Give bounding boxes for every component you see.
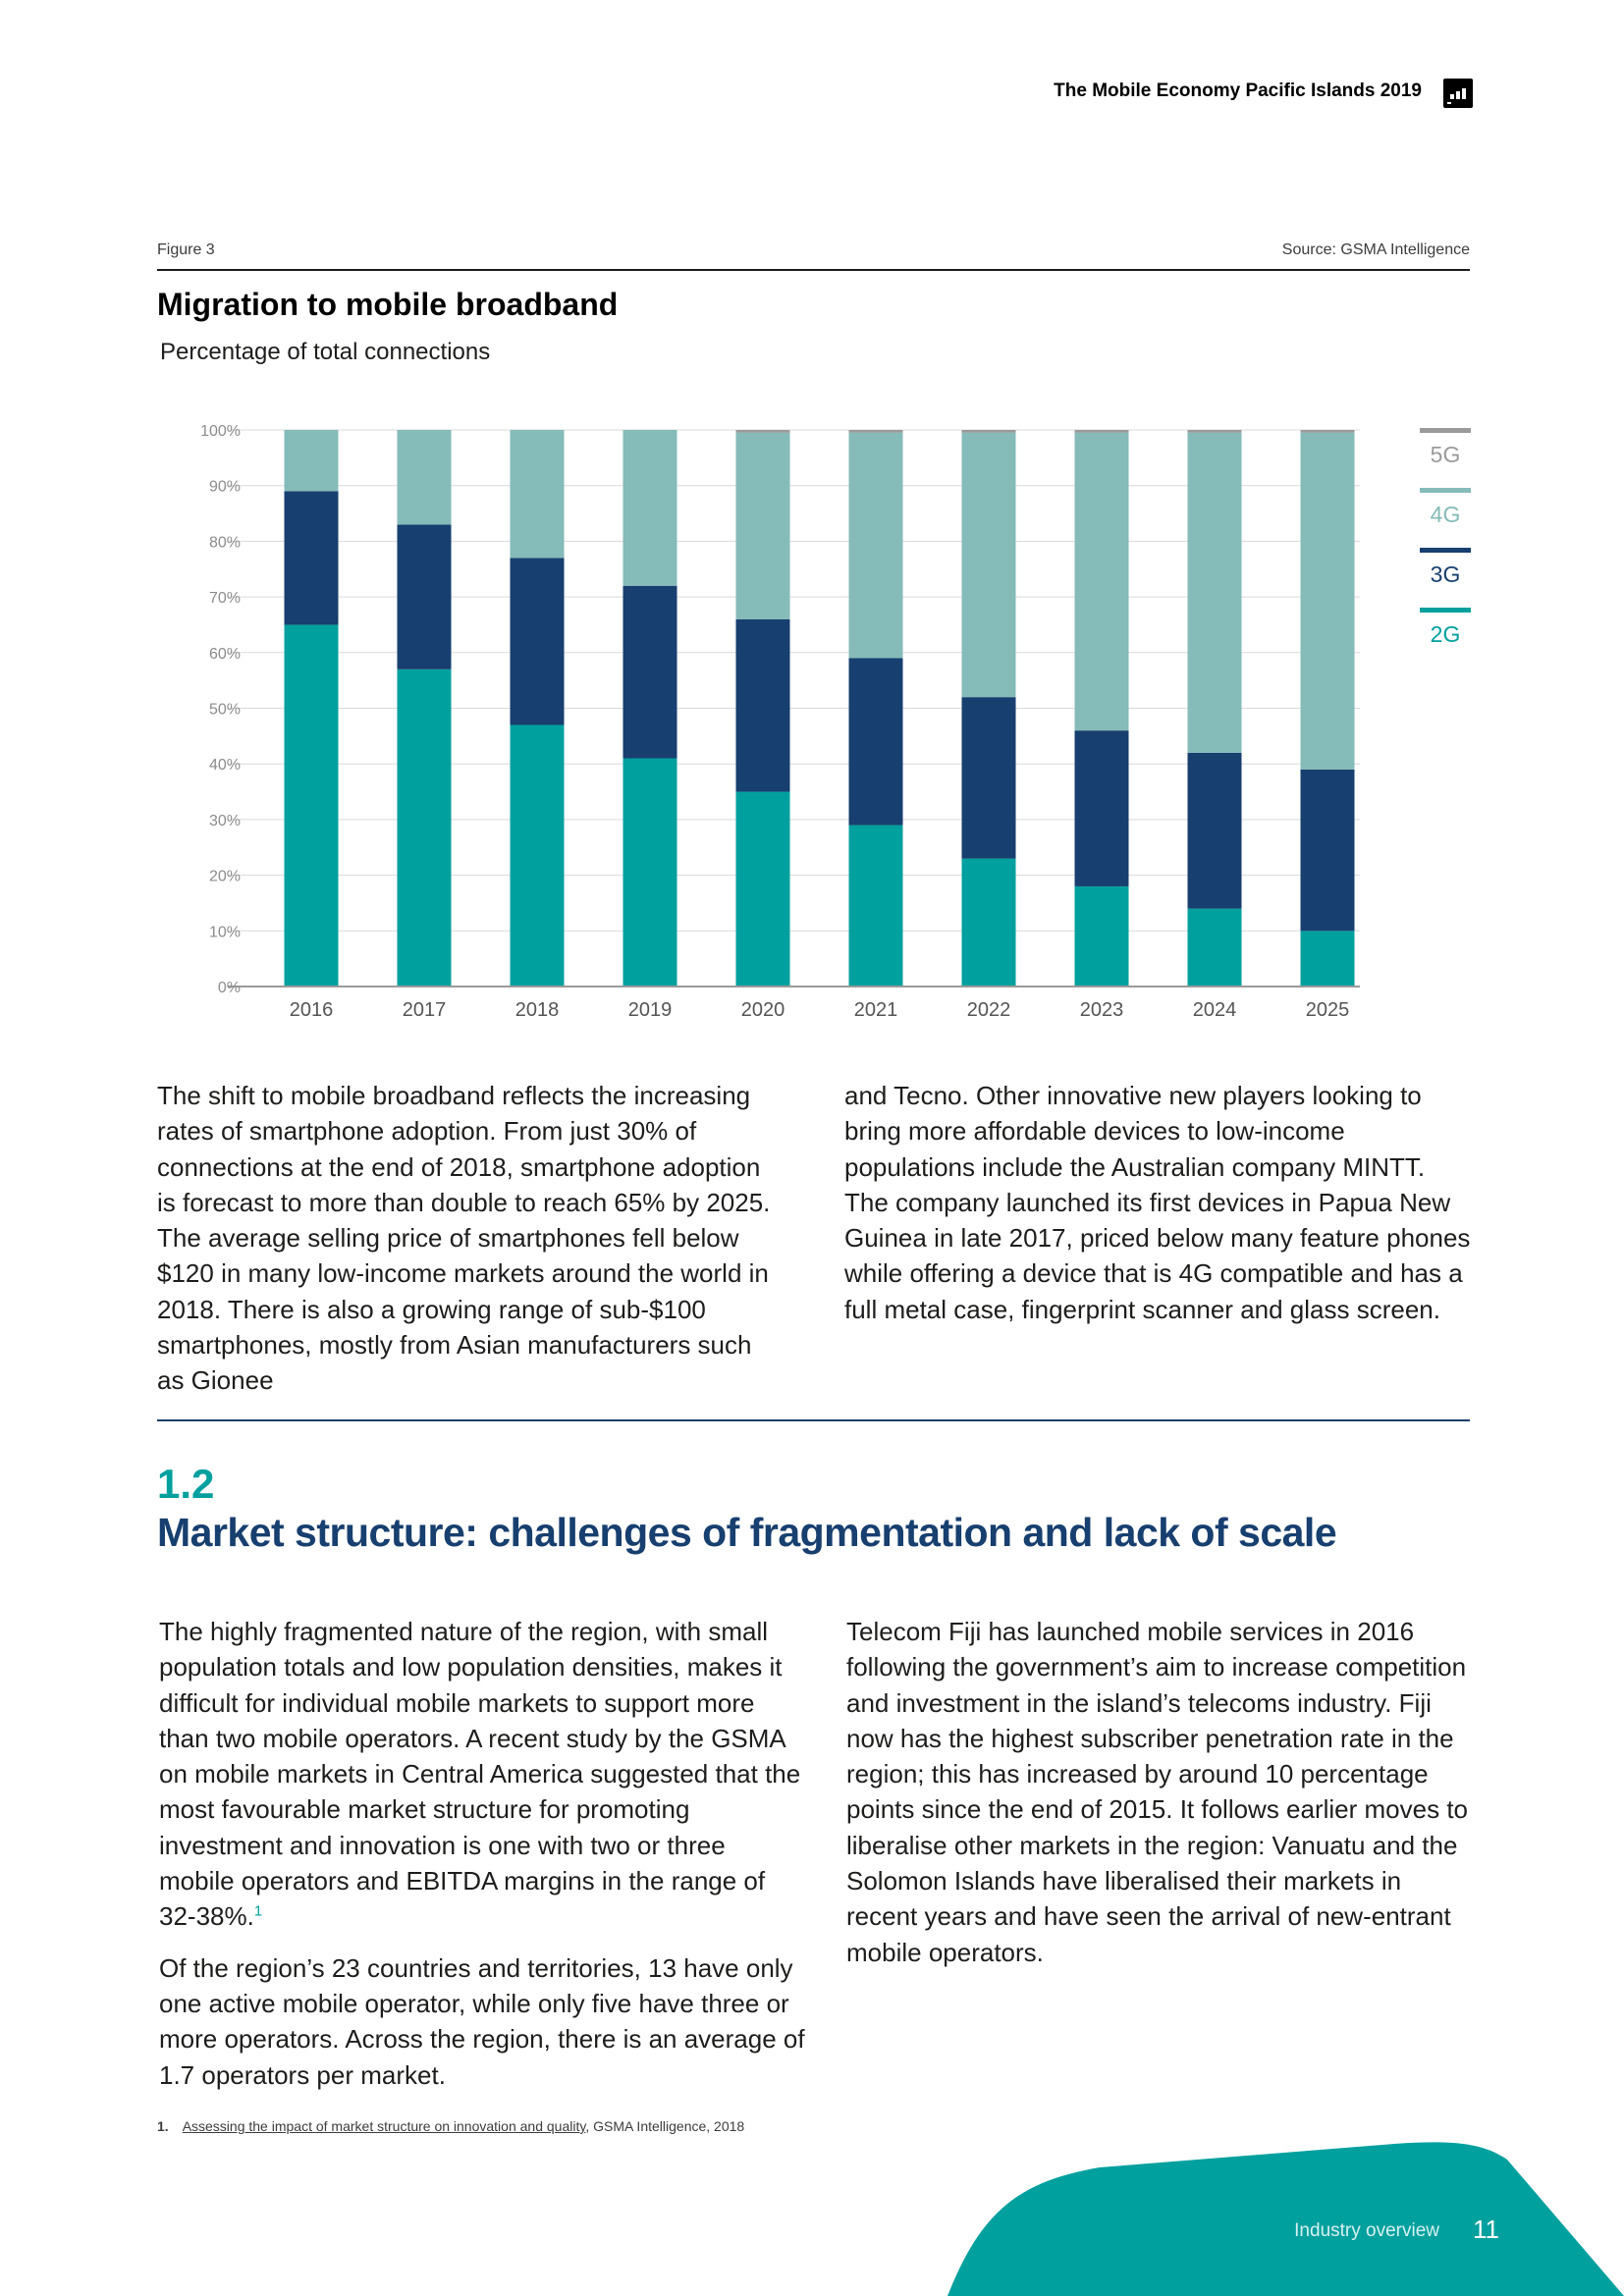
- figure-source: Source: GSMA Intelligence: [1281, 241, 1470, 258]
- legend-label: 3G: [1430, 561, 1461, 587]
- bar-segment-5g-2022: [961, 430, 1016, 433]
- x-tick-label: 2021: [854, 999, 898, 1021]
- bar-segment-3g-2017: [397, 524, 452, 669]
- y-tick-label: 100%: [200, 423, 241, 440]
- y-tick-label: 40%: [209, 757, 241, 774]
- y-tick-label: 60%: [209, 646, 241, 663]
- intro-column-1: The shift to mobile broadband reflects t…: [157, 1078, 785, 1399]
- x-tick-label: 2024: [1193, 999, 1237, 1021]
- x-tick-label: 2022: [967, 999, 1011, 1021]
- x-tick-label: 2016: [290, 999, 334, 1021]
- legend-swatch: [1420, 488, 1471, 493]
- bar-segment-2g-2016: [284, 624, 339, 987]
- figure-label: Figure 3: [157, 241, 215, 258]
- y-tick-label: 70%: [209, 590, 241, 607]
- bar-segment-4g-2016: [284, 430, 339, 492]
- x-tick-label: 2023: [1080, 999, 1124, 1021]
- bar-segment-3g-2025: [1300, 769, 1355, 932]
- bar-segment-4g-2021: [848, 432, 903, 659]
- bar-segment-2g-2019: [623, 758, 677, 987]
- bar-segment-5g-2025: [1300, 430, 1355, 433]
- legend-item-5g: 5G: [1420, 428, 1471, 468]
- bar-segment-4g-2025: [1300, 432, 1355, 770]
- bar-segment-4g-2024: [1187, 432, 1242, 753]
- page-number: 11: [1473, 2215, 1499, 2244]
- bar-segment-3g-2024: [1187, 752, 1242, 909]
- bar-segment-3g-2018: [510, 558, 565, 725]
- figure-subtitle: Percentage of total connections: [160, 339, 491, 365]
- x-tick-label: 2017: [403, 999, 447, 1021]
- paragraph-text: The highly fragmented nature of the regi…: [159, 1617, 801, 1932]
- bar-segment-4g-2023: [1074, 432, 1129, 731]
- y-tick-label: 80%: [209, 534, 241, 551]
- bar-segment-4g-2017: [397, 430, 452, 525]
- stacked-bar-chart: 0% 10% 20% 30% 40% 50% 60% 70% 80% 90% 100% 2016 20…: [200, 423, 1360, 1021]
- bar-segment-2g-2024: [1187, 908, 1242, 987]
- section-paragraph: The highly fragmented nature of the regi…: [159, 1614, 807, 1935]
- intro-paragraph: and Tecno. Other innovative new players …: [844, 1081, 1471, 1324]
- figure-title: Migration to mobile broadband: [157, 287, 619, 322]
- bar-segment-4g-2018: [510, 430, 565, 559]
- section-column-1: The highly fragmented nature of the regi…: [159, 1614, 807, 2093]
- bar-segment-2g-2022: [961, 858, 1016, 987]
- legend-item-2g: 2G: [1420, 608, 1471, 648]
- footnote: 1. Assessing the impact of market structu…: [157, 2118, 744, 2134]
- bar-segment-5g-2023: [1074, 430, 1129, 433]
- x-tick-label: 2025: [1306, 999, 1350, 1021]
- x-tick-label: 2019: [628, 999, 673, 1021]
- bar-segment-2g-2021: [848, 825, 903, 987]
- bar-segment-3g-2022: [961, 697, 1016, 859]
- x-tick-label: 2018: [515, 999, 560, 1021]
- y-tick-label: 50%: [209, 702, 241, 719]
- legend-item-3g: 3G: [1420, 548, 1471, 588]
- footnote-reference[interactable]: 1: [253, 1902, 263, 1920]
- intro-paragraph: The shift to mobile broadband reflects t…: [157, 1081, 771, 1396]
- y-tick-label: 90%: [209, 479, 241, 496]
- bar-segment-2g-2020: [735, 791, 790, 987]
- x-tick-label: 2020: [741, 999, 785, 1021]
- intro-column-2: and Tecno. Other innovative new players …: [844, 1078, 1473, 1327]
- bar-segment-2g-2018: [510, 724, 565, 987]
- footer-section-name: Industry overview: [1294, 2220, 1439, 2241]
- bar-segment-3g-2020: [735, 618, 790, 792]
- bar-segment-3g-2021: [848, 658, 903, 826]
- section-paragraph: Telecom Fiji has launched mobile service…: [846, 1617, 1469, 1967]
- bar-segment-2g-2017: [397, 668, 452, 987]
- legend-swatch: [1420, 548, 1471, 553]
- bar-segment-4g-2022: [961, 432, 1016, 698]
- bar-segment-5g-2020: [735, 430, 790, 433]
- footnote-number: 1.: [157, 2118, 169, 2134]
- section-title: Market structure: challenges of fragment…: [157, 1510, 1337, 1555]
- section-divider: [157, 1419, 1470, 1421]
- bar-segment-4g-2020: [735, 432, 790, 619]
- bar-segment-3g-2019: [623, 585, 677, 759]
- bar-segment-2g-2023: [1074, 885, 1129, 987]
- section-paragraph: Of the region’s 23 countries and territo…: [159, 1952, 805, 2090]
- bar-segment-4g-2019: [623, 430, 677, 586]
- figure-divider: [157, 269, 1470, 271]
- gsma-logo-icon: [1443, 79, 1473, 108]
- y-tick-label: 20%: [209, 869, 241, 885]
- y-tick-label: 0%: [218, 980, 241, 996]
- y-tick-label: 10%: [209, 924, 241, 940]
- legend-label: 4G: [1430, 502, 1461, 527]
- footnote-link[interactable]: Assessing the impact of market structure…: [182, 2118, 586, 2134]
- legend-swatch: [1420, 428, 1471, 433]
- bar-segment-3g-2023: [1074, 730, 1129, 886]
- bar-segment-2g-2025: [1300, 931, 1355, 987]
- bar-segment-5g-2021: [848, 430, 903, 433]
- footnote-citation: , GSMA Intelligence, 2018: [585, 2118, 745, 2134]
- legend-item-4g: 4G: [1420, 488, 1471, 528]
- legend-swatch: [1420, 608, 1471, 613]
- bar-segment-3g-2016: [284, 491, 339, 625]
- legend-label: 5G: [1430, 442, 1461, 467]
- section-column-2: Telecom Fiji has launched mobile service…: [846, 1614, 1475, 1970]
- section-number: 1.2: [157, 1461, 215, 1507]
- y-tick-label: 30%: [209, 813, 241, 829]
- bar-segment-5g-2024: [1187, 430, 1242, 433]
- legend-label: 2G: [1430, 621, 1461, 647]
- publication-title: The Mobile Economy Pacific Islands 2019: [1054, 80, 1422, 101]
